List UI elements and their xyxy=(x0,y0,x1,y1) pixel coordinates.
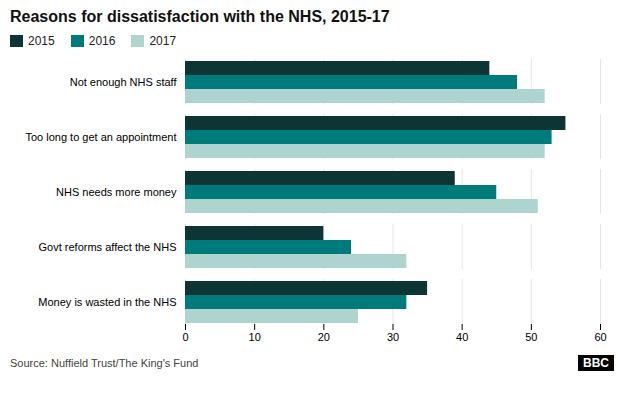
svg-text:Money is wasted in the NHS: Money is wasted in the NHS xyxy=(38,296,176,308)
svg-text:40: 40 xyxy=(456,331,468,343)
svg-text:30: 30 xyxy=(387,331,399,343)
html-text:2016: 2016 xyxy=(88,34,116,48)
svg-text:10: 10 xyxy=(249,331,261,343)
html-text:Reasons for dissatisfaction wi: Reasons for dissatisfaction with the NHS… xyxy=(10,8,390,25)
svg-text:Not enough NHS staff: Not enough NHS staff xyxy=(70,76,178,88)
html-text:2017: 2017 xyxy=(149,34,177,48)
html-text:2015: 2015 xyxy=(28,34,55,48)
svg-text:Govt reforms affect the NHS: Govt reforms affect the NHS xyxy=(39,241,177,253)
html-text:BBC: BBC xyxy=(583,356,609,370)
svg-text:Too long to get an appointment: Too long to get an appointment xyxy=(25,131,176,143)
svg-text:20: 20 xyxy=(318,331,330,343)
svg-text:0: 0 xyxy=(182,331,188,343)
svg-text:NHS needs more money: NHS needs more money xyxy=(56,186,177,198)
svg-text:60: 60 xyxy=(594,331,606,343)
svg-text:50: 50 xyxy=(525,331,537,343)
html-text:Source: Nuffield Trust/The Kin: Source: Nuffield Trust/The King's Fund xyxy=(10,357,199,369)
